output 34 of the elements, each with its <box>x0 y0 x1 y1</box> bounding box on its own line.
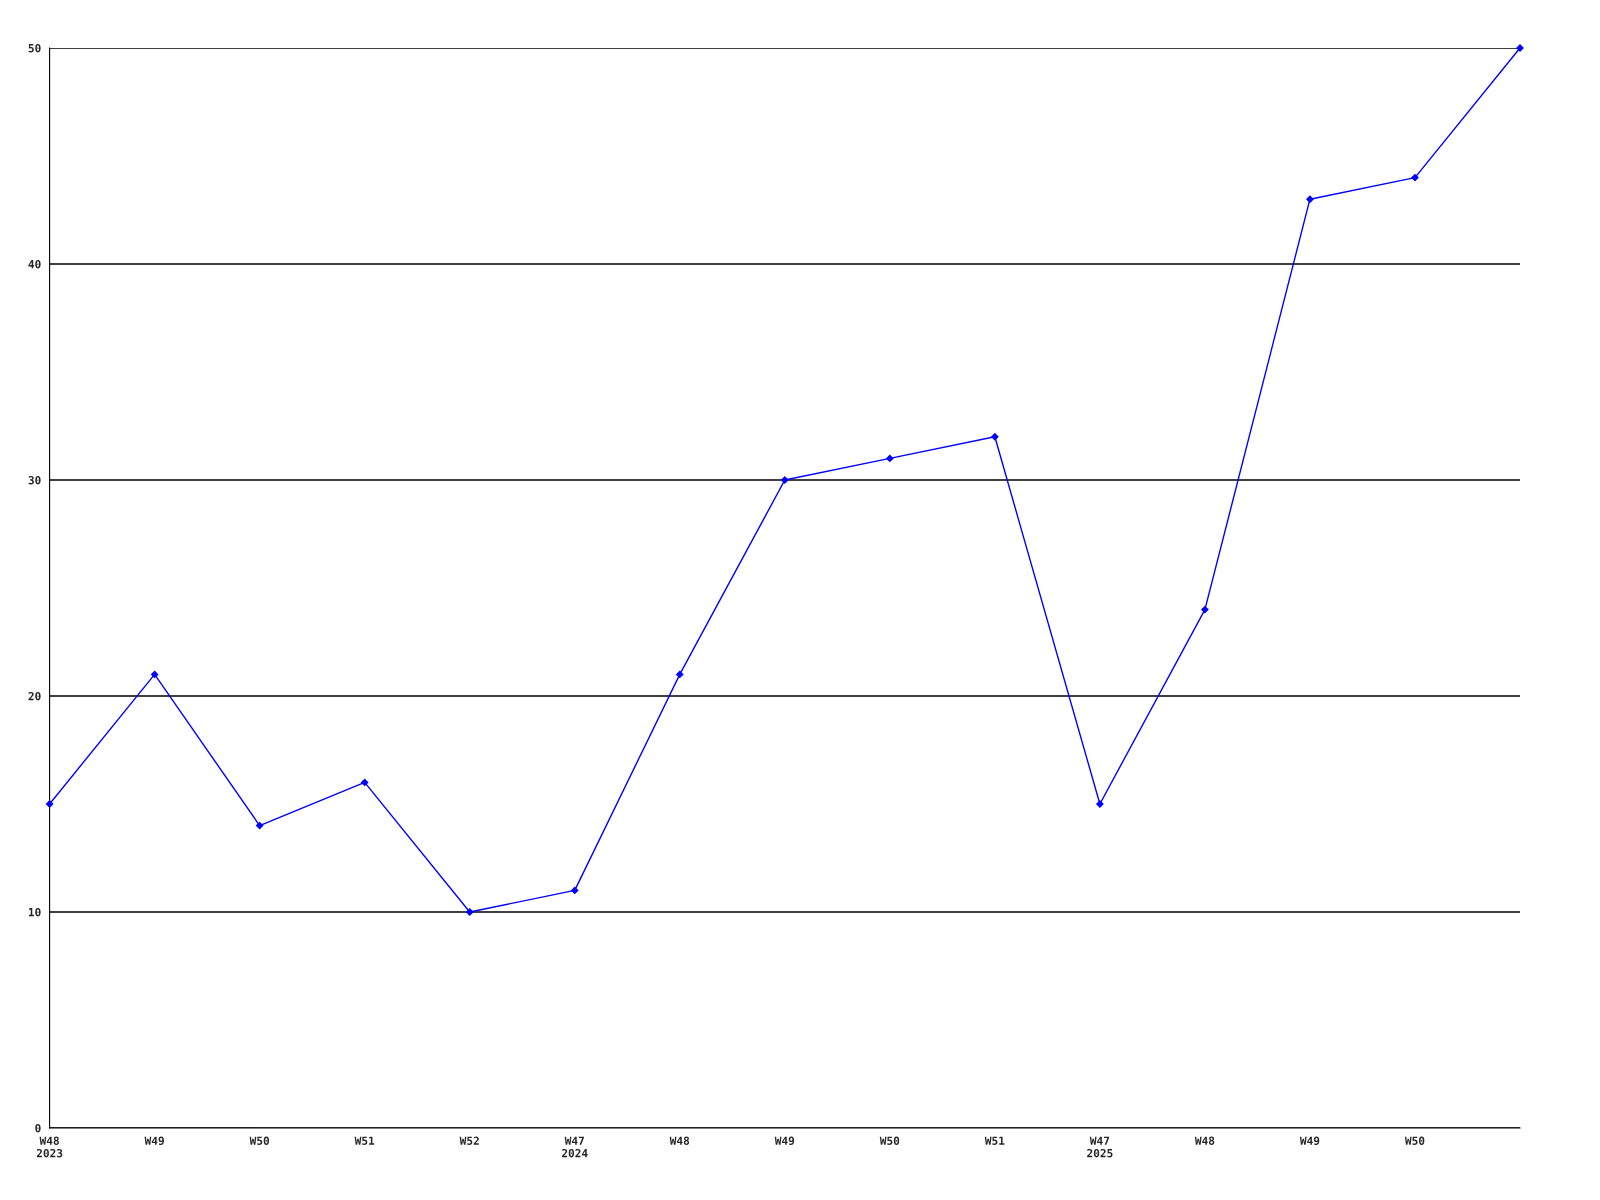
point <box>45 800 54 808</box>
y-tick-label: 20 <box>28 691 41 701</box>
y-tick-label: 50 <box>28 43 41 53</box>
x-tick-label: W52 <box>459 1136 479 1145</box>
point <box>1096 800 1104 808</box>
x-tick-label: W51 <box>354 1136 375 1145</box>
point <box>256 821 264 830</box>
point <box>991 433 999 441</box>
x-tick-label: W49 <box>1299 1136 1320 1145</box>
x-tick-label: W47 2024 <box>561 1136 588 1158</box>
x-tick-label: W50 <box>249 1136 270 1145</box>
point <box>466 908 474 916</box>
x-tick-label: W49 <box>774 1136 795 1145</box>
x-tick-label: W48 <box>669 1136 690 1145</box>
point <box>150 670 159 679</box>
point <box>781 476 789 484</box>
x-tick-label: W48 2023 <box>36 1136 63 1158</box>
point <box>1201 605 1209 614</box>
x-tick-label: W48 <box>1194 1136 1215 1145</box>
point <box>1411 173 1419 182</box>
y-tick-label: 0 <box>35 1123 41 1133</box>
point <box>571 886 579 895</box>
y-tick-label: 10 <box>28 907 41 917</box>
point <box>676 670 684 679</box>
x-tick-label: W50 <box>1404 1136 1425 1145</box>
y-tick-label: 40 <box>28 259 41 269</box>
point <box>1306 195 1314 203</box>
y-tick-label: 30 <box>28 475 41 485</box>
x-tick-label: W50 <box>879 1136 900 1145</box>
x-tick-label: W51 <box>984 1136 1005 1145</box>
point <box>361 778 369 787</box>
point <box>886 454 894 463</box>
x-tick-label: W49 <box>144 1136 164 1145</box>
x-tick-label: W47 2025 <box>1087 1136 1113 1158</box>
